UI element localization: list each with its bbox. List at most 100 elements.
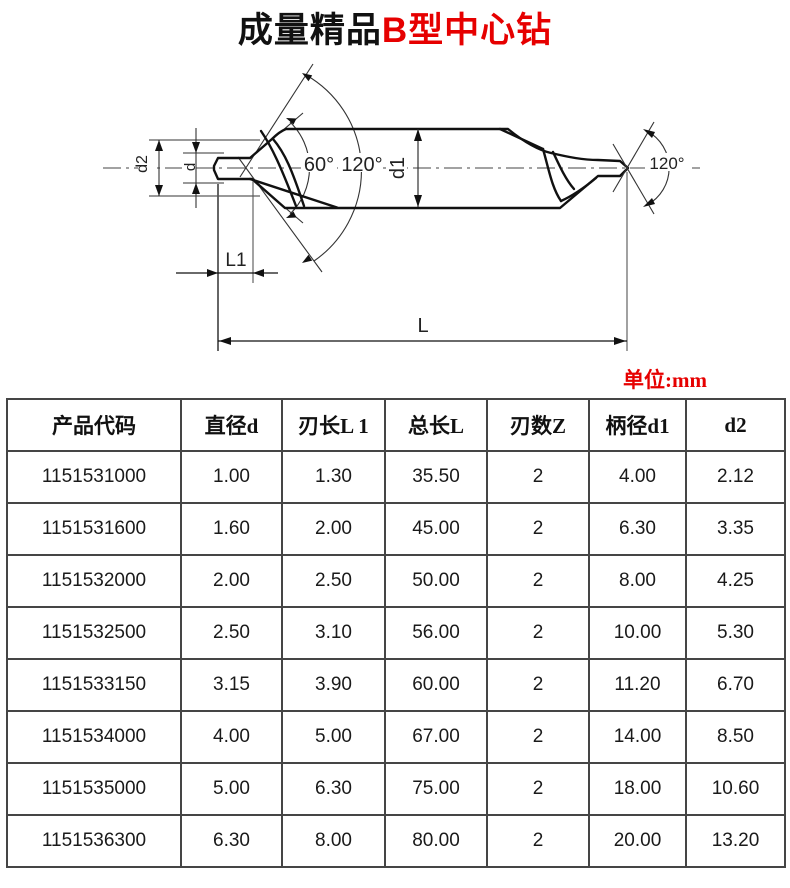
table-cell: 1.00 <box>180 450 283 504</box>
table-cell: 2.00 <box>180 554 283 608</box>
dim-l-arrows <box>219 337 626 345</box>
table-row: 1151531000 1.00 1.30 35.50 2 4.00 2.12 <box>6 450 786 504</box>
label-bg <box>341 153 383 172</box>
table-cell: 2 <box>486 606 590 660</box>
page-title-prefix: 成量精品 <box>237 11 382 50</box>
table-cell: 13.20 <box>685 814 786 868</box>
table-cell: 14.00 <box>588 710 687 764</box>
dim-label-l1: L1 <box>225 250 246 271</box>
dim-label-l: L <box>417 315 428 337</box>
column-header: 产品代码 <box>6 398 182 452</box>
spec-table: 产品代码 直径d 刃长L 1 总长L 刃数Z 柄径d1 d2 1151531000 1.00 1… <box>6 398 786 868</box>
table-cell: 1151531000 <box>6 450 182 504</box>
table-cell: 2 <box>486 554 590 608</box>
table-cell: 6.30 <box>281 762 386 816</box>
table-cell: 4.00 <box>588 450 687 504</box>
table-cell: 8.00 <box>588 554 687 608</box>
table-cell: 80.00 <box>384 814 488 868</box>
flute-lines <box>248 127 598 209</box>
column-header: d2 <box>685 398 786 452</box>
table-cell: 6.30 <box>588 502 687 556</box>
dim-d1-arrows <box>414 129 422 207</box>
dim-l1-arrows <box>207 269 264 277</box>
table-cell: 1151532500 <box>6 606 182 660</box>
table-cell: 75.00 <box>384 762 488 816</box>
table-row: 1151532500 2.50 3.10 56.00 2 10.00 5.30 <box>6 606 786 660</box>
angle-label-60: 60° <box>304 154 334 176</box>
table-cell: 1151536300 <box>6 814 182 868</box>
dim-label-d1: d1 <box>387 157 409 179</box>
table-cell: 4.25 <box>685 554 786 608</box>
table-cell: 2 <box>486 762 590 816</box>
table-cell: 2.50 <box>180 606 283 660</box>
table-cell: 60.00 <box>384 658 488 712</box>
spec-table-head: 产品代码 直径d 刃长L 1 总长L 刃数Z 柄径d1 d2 <box>6 398 786 452</box>
table-cell: 10.00 <box>588 606 687 660</box>
column-header: 直径d <box>180 398 283 452</box>
table-cell: 5.00 <box>281 710 386 764</box>
table-cell: 6.30 <box>180 814 283 868</box>
label-bg <box>182 157 195 181</box>
dim-label-d2: d2 <box>134 155 151 173</box>
table-row: 1151533150 3.15 3.90 60.00 2 11.20 6.70 <box>6 658 786 712</box>
table-row: 1151535000 5.00 6.30 75.00 2 18.00 10.60 <box>6 762 786 816</box>
label-bg <box>301 153 337 172</box>
table-cell: 6.70 <box>685 658 786 712</box>
table-cell: 3.15 <box>180 658 283 712</box>
table-cell: 2 <box>486 450 590 504</box>
table-cell: 10.60 <box>685 762 786 816</box>
column-header: 刃数Z <box>486 398 590 452</box>
page-title-highlight: B型中心钻 <box>381 11 553 50</box>
table-cell: 2 <box>486 502 590 556</box>
table-cell: 2 <box>486 658 590 712</box>
table-cell: 11.20 <box>588 658 687 712</box>
table-cell: 2.00 <box>281 502 386 556</box>
angle-label-120-left: 120° <box>341 154 382 176</box>
fan-arrowheads-left <box>286 73 313 263</box>
column-header: 柄径d1 <box>588 398 687 452</box>
table-cell: 1151534000 <box>6 710 182 764</box>
spec-table-body: 1151531000 1.00 1.30 35.50 2 4.00 2.12 11515316… <box>6 450 786 868</box>
table-row: 1151532000 2.00 2.50 50.00 2 8.00 4.25 <box>6 554 786 608</box>
dim-label-d: d <box>182 163 199 171</box>
page-title: 成量精品B型中心钻 <box>0 2 790 53</box>
header-row: 产品代码 直径d 刃长L 1 总长L 刃数Z 柄径d1 d2 <box>6 398 786 452</box>
table-cell: 1.60 <box>180 502 283 556</box>
extension-lines <box>217 172 628 351</box>
drill-diagram-svg: d2 d 60° 120° d1 120° L1 <box>103 63 700 351</box>
table-cell: 2 <box>486 710 590 764</box>
table-cell: 1151531600 <box>6 502 182 556</box>
table-cell: 3.90 <box>281 658 386 712</box>
table-cell: 1151532000 <box>6 554 182 608</box>
table-cell: 8.00 <box>281 814 386 868</box>
table-cell: 35.50 <box>384 450 488 504</box>
table-cell: 4.00 <box>180 710 283 764</box>
table-cell: 3.35 <box>685 502 786 556</box>
dim-d2-d-arrows <box>155 140 200 196</box>
table-cell: 2 <box>486 814 590 868</box>
table-cell: 3.10 <box>281 606 386 660</box>
drill-outline <box>212 127 630 210</box>
angle-120-right-arrows <box>643 129 655 207</box>
angle-label-120-right: 120° <box>649 154 684 173</box>
table-cell: 1.30 <box>281 450 386 504</box>
column-header: 总长L <box>384 398 488 452</box>
table-cell: 2.12 <box>685 450 786 504</box>
table-cell: 1151535000 <box>6 762 182 816</box>
table-cell: 67.00 <box>384 710 488 764</box>
table-cell: 50.00 <box>384 554 488 608</box>
table-cell: 2.50 <box>281 554 386 608</box>
label-bg <box>645 153 689 171</box>
label-bg <box>386 146 407 190</box>
table-cell: 56.00 <box>384 606 488 660</box>
table-cell: 1151533150 <box>6 658 182 712</box>
table-cell: 18.00 <box>588 762 687 816</box>
table-row: 1151536300 6.30 8.00 80.00 2 20.00 13.20 <box>6 814 786 868</box>
table-row: 1151531600 1.60 2.00 45.00 2 6.30 3.35 <box>6 502 786 556</box>
table-row: 1151534000 4.00 5.00 67.00 2 14.00 8.50 <box>6 710 786 764</box>
table-cell: 5.00 <box>180 762 283 816</box>
column-header: 刃长L 1 <box>281 398 386 452</box>
table-cell: 5.30 <box>685 606 786 660</box>
table-cell: 8.50 <box>685 710 786 764</box>
drill-technical-drawing: d2 d 60° 120° d1 120° L1 <box>0 52 790 396</box>
